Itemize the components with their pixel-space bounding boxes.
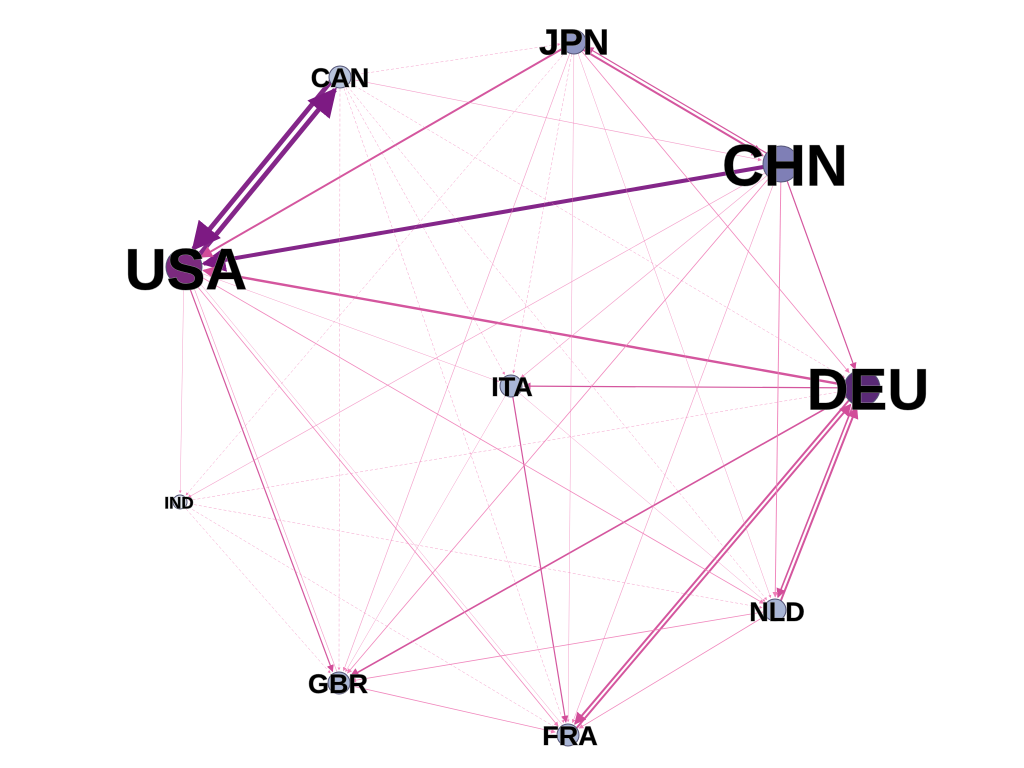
edge-deu-to-gbr <box>349 392 853 678</box>
node-label-ind: IND <box>164 494 193 513</box>
edge-usa-to-ind <box>178 277 185 494</box>
edge-usa-to-ita <box>194 270 500 383</box>
node-label-gbr: GBR <box>308 669 368 699</box>
edge-can-to-gbr <box>337 83 341 671</box>
edge-ind-to-fra <box>183 503 558 729</box>
edge-deu-to-nld <box>776 397 857 599</box>
edge-jpn-to-ita <box>512 49 573 374</box>
edge-jpn-to-nld <box>576 48 772 598</box>
edge-can-to-ita <box>342 82 505 375</box>
edge-usa-to-gbr <box>185 277 334 673</box>
edge-gbr-to-usa <box>192 284 339 677</box>
edge-deu-to-fra <box>574 394 855 725</box>
edge-can-to-usa <box>191 77 335 252</box>
edge-nld-to-deu <box>778 406 859 605</box>
edge-ind-to-nld <box>184 502 763 609</box>
node-label-chn: CHN <box>722 134 848 199</box>
edge-ind-to-gbr <box>182 505 331 674</box>
edge-chn-to-nld <box>772 174 782 598</box>
label-layer: USA CAN JPN CHN DEU ITA IND NLD GBR FRA <box>124 21 929 751</box>
edge-can-to-nld <box>344 81 767 601</box>
node-nld[interactable] <box>763 598 787 622</box>
edge-chn-to-gbr <box>347 171 775 674</box>
edge-nld-to-gbr <box>351 610 769 683</box>
edge-deu-to-usa <box>202 265 852 388</box>
edge-gbr-to-fra <box>345 684 556 734</box>
edge-ita-to-fra <box>511 392 569 723</box>
node-deu[interactable] <box>843 369 881 407</box>
node-label-fra: FRA <box>542 721 598 751</box>
node-gbr[interactable] <box>327 671 351 695</box>
edge-deu-to-ind <box>188 389 852 502</box>
edge-chn-to-fra <box>571 173 778 724</box>
edge-can-to-fra <box>341 83 565 723</box>
edge-nld-to-fra <box>578 613 770 729</box>
node-fra[interactable] <box>556 723 580 747</box>
edge-usa-to-can <box>192 87 337 263</box>
node-label-jpn: JPN <box>539 22 609 63</box>
edge-jpn-to-chn <box>578 46 764 157</box>
node-label-nld: NLD <box>749 597 805 627</box>
node-ind[interactable] <box>172 494 188 510</box>
edge-fra-to-deu <box>573 403 852 732</box>
node-label-usa: USA <box>125 238 247 303</box>
edge-jpn-to-fra <box>566 49 575 723</box>
node-ita[interactable] <box>499 374 523 398</box>
edge-usa-to-fra <box>188 276 559 727</box>
edge-ita-to-nld <box>515 390 766 602</box>
node-label-can: CAN <box>311 63 370 93</box>
node-usa[interactable] <box>165 248 203 286</box>
edge-usa-to-nld <box>193 272 765 604</box>
edge-chn-to-jpn <box>586 46 774 158</box>
edge-jpn-to-deu <box>578 47 850 373</box>
node-layer <box>165 29 881 747</box>
edge-chn-to-ita <box>520 170 773 378</box>
node-label-ita: ITA <box>491 372 533 402</box>
edge-ita-to-gbr <box>345 391 508 673</box>
edge-layer <box>178 43 859 734</box>
edge-jpn-to-ind <box>185 47 570 496</box>
edge-can-to-chn <box>346 77 762 162</box>
edge-jpn-to-usa <box>200 44 569 258</box>
edge-jpn-to-gbr <box>342 48 572 672</box>
edge-can-to-deu <box>345 80 846 379</box>
edge-deu-to-ita <box>523 382 852 390</box>
node-chn[interactable] <box>762 145 800 183</box>
edge-can-to-jpn <box>346 43 561 77</box>
node-jpn[interactable] <box>561 29 587 55</box>
node-can[interactable] <box>328 65 352 89</box>
edge-chn-to-deu <box>784 173 857 370</box>
node-label-deu: DEU <box>807 358 929 423</box>
edge-chn-to-ind <box>187 169 772 498</box>
edge-chn-to-usa <box>201 163 771 272</box>
edge-fra-to-usa <box>198 280 566 729</box>
